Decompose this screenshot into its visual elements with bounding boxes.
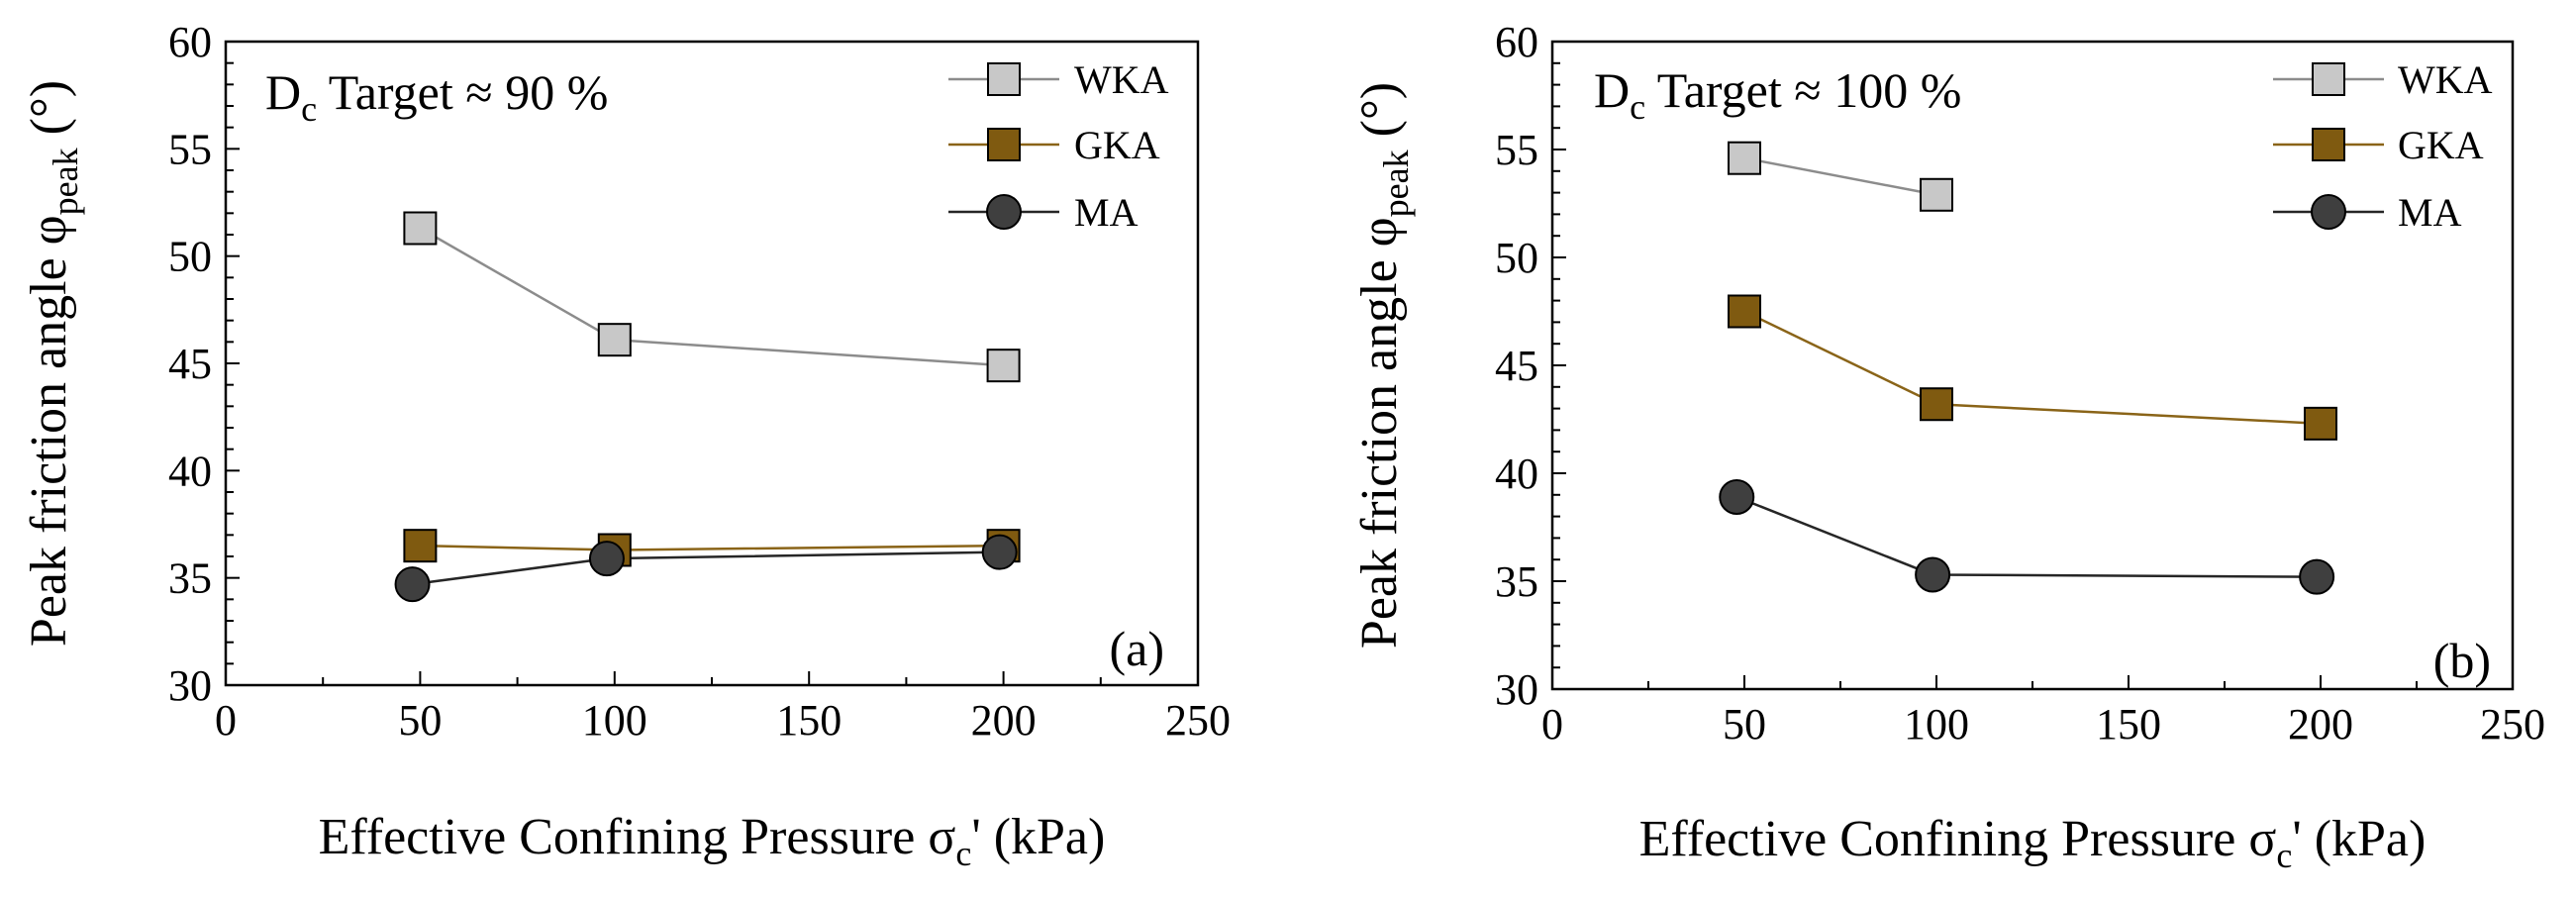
legend-marker bbox=[986, 194, 1022, 230]
legend-label: MA bbox=[2398, 190, 2462, 235]
data-point-ma bbox=[394, 566, 431, 603]
plot-frame bbox=[224, 40, 1200, 687]
panel-label: (a) bbox=[1110, 621, 1165, 676]
series-line-ma bbox=[412, 550, 1000, 586]
legend-marker bbox=[2312, 128, 2345, 161]
x-axis-title: Effective Confining Pressure σc' (kPa) bbox=[1639, 811, 2427, 875]
x-tick-label: 0 bbox=[215, 696, 237, 745]
y-tick-label: 30 bbox=[1495, 665, 1538, 714]
dc-target-annotation: Dc Target ≈ 100 % bbox=[1594, 62, 1961, 127]
y-tick-label: 50 bbox=[1495, 234, 1538, 282]
x-tick-label: 50 bbox=[1723, 700, 1766, 749]
y-tick-label: 60 bbox=[168, 18, 212, 66]
series-line-wka bbox=[1743, 156, 1937, 197]
legend-marker bbox=[987, 62, 1021, 96]
data-point-wka bbox=[986, 349, 1021, 383]
data-point-wka bbox=[1728, 141, 1761, 175]
series-line-ma bbox=[1735, 495, 2318, 578]
x-tick-label: 0 bbox=[1541, 700, 1563, 749]
y-tick-label: 55 bbox=[1495, 126, 1538, 174]
series-line-gka bbox=[1743, 310, 2322, 426]
data-point-ma bbox=[1719, 478, 1755, 515]
data-point-ma bbox=[1915, 556, 1951, 593]
x-axis-title: Effective Confining Pressure σc' (kPa) bbox=[319, 809, 1106, 873]
panel-label: (b) bbox=[2433, 633, 2491, 688]
data-point-gka bbox=[2304, 406, 2337, 441]
panel-a-chart: 30 35 40 45 50 55 60 0 50 100 150 200 250 WKA GKA MA Dc … bbox=[21, 18, 1231, 873]
x-tick-label: 250 bbox=[1165, 696, 1231, 745]
x-tick-label: 100 bbox=[582, 696, 647, 745]
data-point-ma bbox=[588, 541, 625, 577]
y-tick-label: 45 bbox=[1495, 342, 1538, 390]
legend-marker bbox=[2312, 62, 2345, 96]
data-point-wka bbox=[403, 211, 438, 246]
legend-marker bbox=[987, 128, 1021, 161]
y-tick-label: 50 bbox=[168, 233, 212, 281]
data-point-gka bbox=[403, 529, 438, 563]
panel-b-chart: 30 35 40 45 50 55 60 0 50 100 150 200 250 WKA GKA MA Dc … bbox=[1351, 18, 2545, 875]
y-tick-label: 35 bbox=[1495, 557, 1538, 606]
x-tick-label: 50 bbox=[398, 696, 442, 745]
plot-frame bbox=[1550, 40, 2515, 691]
y-tick-label: 40 bbox=[168, 447, 212, 495]
x-tick-label: 200 bbox=[971, 696, 1037, 745]
y-tick-label: 60 bbox=[1495, 18, 1538, 66]
legend-label: WKA bbox=[2398, 57, 2493, 102]
y-tick-label: 55 bbox=[168, 125, 212, 173]
legend-label: GKA bbox=[2398, 123, 2484, 167]
y-tick-label: 30 bbox=[168, 661, 212, 710]
x-tick-label: 150 bbox=[776, 696, 842, 745]
legend-label: GKA bbox=[1074, 123, 1160, 167]
y-axis-title: Peak friction angle φpeak (°) bbox=[21, 80, 85, 647]
x-tick-label: 150 bbox=[2096, 700, 2161, 749]
data-point-wka bbox=[597, 323, 632, 357]
y-tick-label: 35 bbox=[168, 554, 212, 603]
dc-target-annotation: Dc Target ≈ 90 % bbox=[265, 64, 608, 129]
data-point-gka bbox=[1728, 294, 1761, 329]
data-point-ma bbox=[2299, 558, 2335, 595]
y-axis-title: Peak friction angle φpeak (°) bbox=[1351, 82, 1416, 649]
legend-label: WKA bbox=[1074, 57, 1169, 102]
data-point-ma bbox=[981, 534, 1018, 570]
y-tick-label: 40 bbox=[1495, 450, 1538, 498]
data-point-wka bbox=[1920, 177, 1953, 212]
x-tick-label: 200 bbox=[2288, 700, 2353, 749]
y-tick-label: 45 bbox=[168, 340, 212, 388]
x-tick-label: 100 bbox=[1904, 700, 1969, 749]
legend-marker bbox=[2311, 194, 2346, 230]
legend-label: MA bbox=[1074, 190, 1139, 235]
series-line-gka bbox=[420, 544, 1004, 551]
series-line-wka bbox=[419, 227, 1004, 367]
x-tick-label: 250 bbox=[2480, 700, 2545, 749]
data-point-gka bbox=[1920, 387, 1953, 422]
